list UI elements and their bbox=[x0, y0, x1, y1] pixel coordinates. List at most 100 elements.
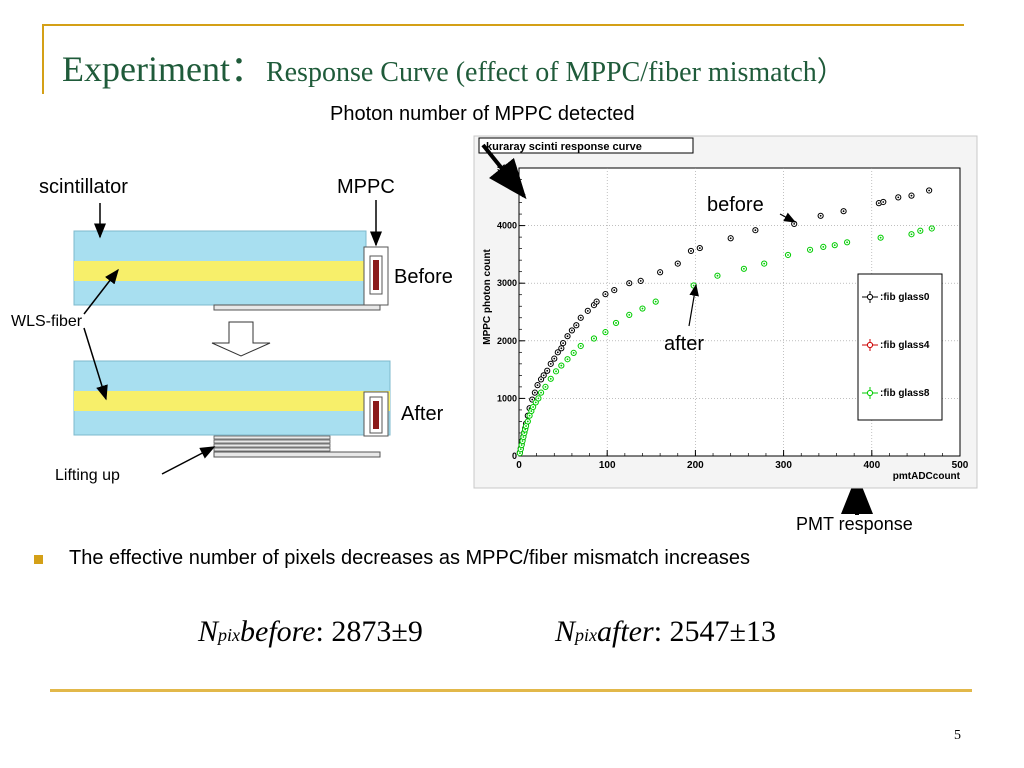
wls-fiber-before bbox=[74, 261, 366, 281]
data-point-core bbox=[897, 196, 900, 199]
data-point-core bbox=[521, 440, 524, 442]
legend-marker bbox=[866, 341, 874, 349]
scintillator-label: scintillator bbox=[39, 176, 128, 198]
y-tick-label: 2000 bbox=[497, 336, 517, 346]
data-point-core bbox=[546, 369, 549, 372]
y-tick-label: 3000 bbox=[497, 278, 517, 288]
title-sub: Response Curve (effect of MPPC/fiber mis… bbox=[265, 57, 845, 88]
wls-fiber-label: WLS-fiber bbox=[11, 313, 83, 330]
y-tick-label: 0 bbox=[512, 451, 517, 461]
data-point-core bbox=[571, 329, 573, 332]
x-tick-label: 400 bbox=[863, 460, 880, 471]
data-point-core bbox=[754, 229, 757, 232]
data-point-core bbox=[540, 391, 542, 394]
data-point-core bbox=[879, 236, 882, 239]
formula-n-before: N bbox=[198, 615, 219, 648]
bullet-marker bbox=[34, 555, 43, 564]
legend-label: :fib glass4 bbox=[880, 340, 930, 351]
data-point-core bbox=[593, 304, 595, 306]
data-point-core bbox=[562, 342, 564, 345]
data-point-core bbox=[549, 377, 552, 380]
data-point-core bbox=[531, 398, 534, 401]
data-point-core bbox=[877, 202, 880, 205]
bottom-rule bbox=[50, 689, 972, 692]
data-point-core bbox=[522, 436, 525, 438]
title-frame-top bbox=[42, 24, 964, 26]
legend: :fib glass0 :fib glass4 :fib glass8 bbox=[862, 291, 930, 399]
y-axis-label: MPPC photon count bbox=[482, 249, 493, 345]
x-tick-label: 0 bbox=[516, 460, 522, 471]
data-point-core bbox=[595, 300, 598, 303]
data-point-core bbox=[526, 420, 529, 423]
data-point-core bbox=[518, 452, 521, 455]
data-point-core bbox=[615, 322, 617, 324]
data-point-core bbox=[628, 313, 631, 316]
pmt-response-label: PMT response bbox=[796, 514, 913, 534]
data-point-core bbox=[530, 410, 533, 412]
data-point-core bbox=[604, 331, 607, 334]
title-frame bbox=[42, 24, 964, 94]
before-label: Before bbox=[394, 266, 453, 288]
formula-n-after: N bbox=[555, 615, 576, 648]
legend-label: :fib glass0 bbox=[880, 292, 930, 303]
data-point-core bbox=[692, 284, 695, 287]
data-point-core bbox=[690, 250, 692, 252]
data-point-core bbox=[639, 279, 642, 282]
data-point-core bbox=[654, 300, 657, 303]
plot-before-label: before bbox=[707, 194, 764, 216]
data-point-core bbox=[928, 189, 931, 192]
mppc-label: MPPC bbox=[337, 176, 395, 198]
data-point-core bbox=[575, 324, 578, 327]
chart-title: kuraray scinti response curve bbox=[486, 141, 642, 153]
data-point-core bbox=[793, 222, 796, 225]
data-point-core bbox=[555, 370, 557, 373]
photon-arrow bbox=[481, 143, 527, 200]
data-point-core bbox=[763, 262, 766, 265]
y-tick-label: 1000 bbox=[497, 393, 517, 403]
data-point-core bbox=[676, 262, 679, 265]
data-point-core bbox=[659, 271, 662, 274]
formula-after-word: after bbox=[597, 615, 654, 648]
data-point-core bbox=[566, 358, 569, 361]
x-tick-label: 200 bbox=[687, 460, 704, 471]
photon-number-label: Photon number of MPPC detected bbox=[330, 103, 635, 125]
x-tick-label: 300 bbox=[775, 460, 792, 471]
page-number: 5 bbox=[954, 728, 961, 743]
title-main: Experiment： bbox=[62, 49, 266, 89]
legend-label: :fib glass8 bbox=[880, 388, 930, 399]
data-point-core bbox=[910, 233, 913, 236]
data-point-core bbox=[819, 214, 822, 217]
wls-arrow-before bbox=[83, 268, 119, 315]
down-arrow bbox=[211, 321, 271, 357]
formula-after: Npixafter: 2547±13 bbox=[555, 615, 776, 649]
data-point-core bbox=[743, 267, 745, 270]
data-point-core bbox=[822, 246, 825, 248]
data-point-core bbox=[882, 201, 885, 203]
formula-before-word: before bbox=[240, 615, 316, 648]
mppc-chip-before bbox=[373, 260, 379, 290]
legend-marker bbox=[866, 389, 874, 397]
chart-title-box bbox=[478, 137, 694, 154]
lifting-arrow bbox=[161, 446, 216, 475]
data-point-core bbox=[586, 309, 589, 312]
data-point-core bbox=[910, 194, 913, 197]
formula-before: Npixbefore: 2873±9 bbox=[198, 615, 423, 649]
data-point-core bbox=[560, 347, 563, 350]
data-point-core bbox=[572, 351, 575, 354]
data-point-core bbox=[536, 384, 539, 387]
bullet-text: The effective number of pixels decreases… bbox=[69, 547, 751, 569]
before-arrow bbox=[779, 212, 797, 223]
data-point-core bbox=[604, 293, 607, 296]
data-point-core bbox=[556, 351, 559, 354]
wls-arrow-after bbox=[83, 327, 108, 401]
data-points bbox=[516, 187, 935, 457]
after-label: After bbox=[401, 403, 444, 425]
legend-marker bbox=[866, 293, 874, 301]
data-point-core bbox=[729, 237, 732, 240]
data-point-core bbox=[520, 444, 523, 446]
data-point-core bbox=[579, 316, 582, 319]
data-point-core bbox=[519, 448, 522, 450]
data-point-core bbox=[787, 254, 789, 256]
